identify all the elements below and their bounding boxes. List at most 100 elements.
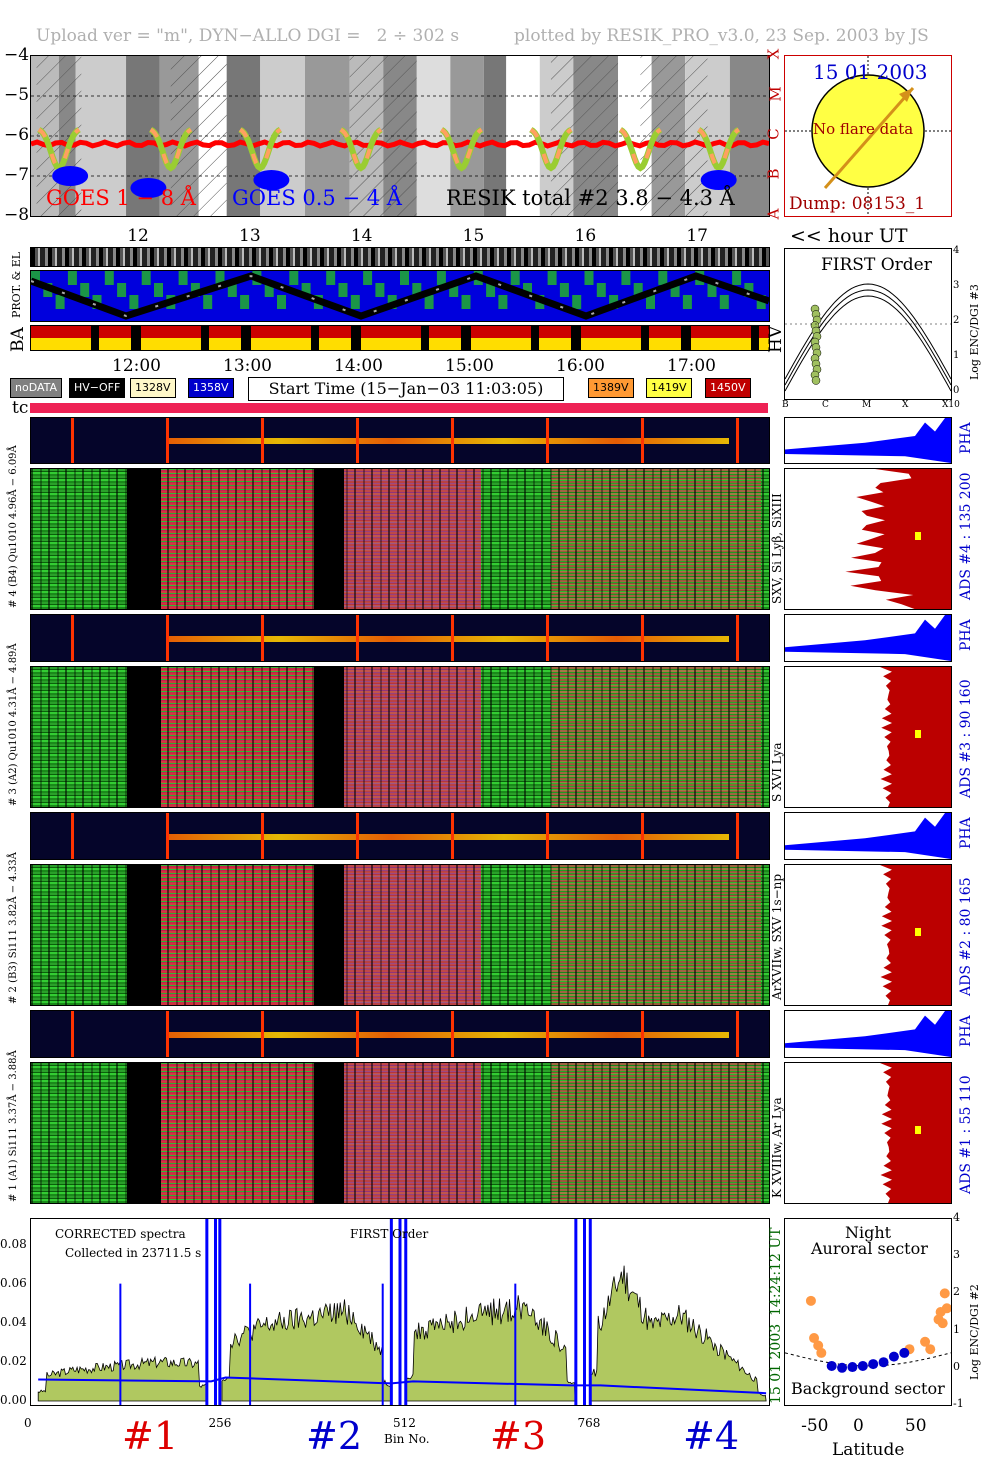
auroral-point [809,1333,820,1344]
pha-label: PHA [958,421,974,454]
spectrum-y-tick: 0.08 [0,1236,27,1251]
sun-note: No flare data [813,120,914,138]
tc-bar [30,403,768,413]
pha-panel [784,614,952,662]
first-order-y-tick: 0 [953,385,960,396]
spectrum-side-date: 15 01 2003 [768,1323,784,1404]
resik-arc [439,127,484,172]
latitude-y-tick: 1 [953,1322,960,1336]
sun-date: 15 01 2003 [813,60,928,84]
header-right: plotted by RESIK_PRO_v3.0, 23 Sep. 2003 … [514,26,929,46]
pha-profile [785,813,951,859]
goes-054-blob [700,170,737,190]
channel-spectrogram [30,666,770,808]
time-tick: 15:00 [445,356,494,376]
resik-arc [618,127,663,172]
latitude-x-tick: 0 [853,1416,864,1436]
channel-mark-2: #2 [306,1414,363,1458]
spectrum-x-tick: 512 [393,1416,416,1430]
auroral-point [816,1347,827,1358]
first-order-x-tick: X [902,400,909,410]
spectrum-side-time: 14:24:12 UT [768,1227,784,1316]
legend-nodata: noDATA [10,378,63,398]
legend-1419v: 1419V [646,378,692,398]
channel-spectrogram [30,1062,770,1204]
spectrum-x-tick: 0 [24,1416,32,1430]
pha-label: PHA [958,817,974,849]
first-order-y-tick: 4 [953,245,960,256]
hour-tick: 12 [127,226,149,246]
latitude-y-tick: 2 [953,1285,960,1299]
channel-mark-1: #1 [122,1414,179,1458]
ads-panel [784,666,952,808]
goes-legend-18: GOES 1 − 8 Å [46,186,196,210]
latitude-y-tick: -1 [953,1397,964,1410]
background-point [868,1359,879,1370]
auroral-point [920,1336,931,1347]
auroral-point [937,1318,948,1329]
ba-label: BA [8,327,28,352]
time-tick: 13:00 [223,356,272,376]
hour-tick: 13 [239,226,261,246]
flare-class-label: M [766,86,785,102]
latitude-y-tick: 0 [953,1359,960,1373]
resik-arc [529,127,573,172]
channel-mark-3: #3 [490,1414,547,1458]
latitude-panel: Night Auroral sector Background sector [784,1218,952,1406]
auroral-point [939,1288,950,1299]
ads-label: ADS #1 : 55 110 [958,1075,974,1194]
hour-tick: 14 [350,226,373,246]
background-point [888,1351,899,1362]
first-order-x-tick: M [862,400,872,410]
goes-18-line [31,139,769,149]
channel-left-label: # 1 (A1) Si111 3.37Å − 3.88Å [8,1050,19,1202]
spectrum-y-tick: 0.06 [0,1275,27,1290]
channel-time-strip [30,614,770,662]
resik-arc [37,127,81,172]
prot-zigzag [31,272,769,320]
goes-054-blob [130,178,167,198]
channel-right-label: ArXVIIw, SXV 1s−np [770,873,784,1000]
spectrum-channel-3 [405,1295,576,1402]
background-point [847,1362,858,1373]
sun-circle [811,74,925,188]
latitude-curve [785,1352,951,1367]
channel-left-label: # 3 (A2) Qu1010 4.31Å − 4.89Å [8,643,19,806]
resik-legend: RESIK total #2 3.8 − 4.3 Å [446,186,735,210]
pha-profile [785,418,951,463]
channel-time-strip [30,812,770,860]
ads-profile [845,469,951,609]
legend-1328v: 1328V [130,378,176,398]
spectrum-x-tick: 768 [577,1416,601,1430]
channel-spectrogram [30,864,770,1006]
hour-tick: 15 [462,226,485,246]
ads-label: ADS #4 : 135 200 [958,472,974,600]
first-order-curve [785,283,951,380]
first-order-chart [785,283,951,392]
background-label: Background sector [791,1379,945,1398]
resik-arc [339,127,383,172]
ads-panel [784,468,952,610]
latitude-x-tick: 50 [904,1416,927,1436]
auroral-label: Auroral sector [811,1239,928,1258]
first-order-title: FIRST Order [821,255,932,275]
channel-right-label: K XVIIIw, Ar Lya [770,1097,784,1198]
hour-axis-title: << hour UT [790,225,908,247]
header-left: Upload ver = "m", DYN−ALLO DGI = 2 ÷ 302… [36,26,460,46]
channel-right-label: SXV, Si Lyβ, SiXIII [770,493,784,604]
flare-class-label: A [764,208,783,220]
time-tick: 14:00 [334,356,383,376]
pha-label: PHA [958,1015,974,1047]
ads-panel [784,864,952,1006]
pha-panel [784,812,952,860]
background-point [837,1362,848,1373]
ads-profile [875,1063,951,1203]
goes-054-blob [253,170,290,190]
background-point [826,1360,837,1371]
latitude-x-tick: -50 [801,1416,829,1436]
flare-class-label: B [764,168,783,180]
pha-panel [784,1010,952,1058]
spectrum-collected: Collected in 23711.5 s [65,1246,202,1260]
latitude-y-tick: 3 [953,1248,960,1262]
spectrum-channel-4 [589,1265,767,1402]
